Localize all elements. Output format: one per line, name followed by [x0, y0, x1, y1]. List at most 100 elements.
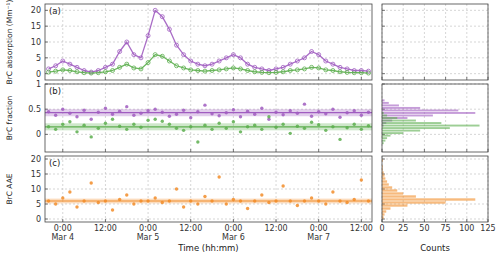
y-grid	[382, 42, 488, 43]
panel-label: (a)	[49, 6, 61, 16]
point	[203, 103, 206, 106]
x-tick	[233, 77, 234, 80]
y-grid	[45, 26, 372, 27]
x-tick	[403, 149, 404, 152]
point	[203, 124, 206, 127]
point	[189, 116, 192, 119]
point	[253, 199, 256, 202]
point	[260, 193, 263, 196]
point	[331, 107, 334, 110]
point	[289, 132, 292, 135]
x-tick	[148, 219, 149, 222]
point	[281, 113, 284, 116]
x-tick	[190, 149, 191, 152]
y-tick	[45, 26, 48, 27]
point	[125, 105, 128, 108]
x-tick	[445, 77, 446, 80]
point	[360, 178, 363, 181]
y-tick	[382, 57, 385, 58]
x-tick-label: 12:00	[350, 224, 373, 233]
hist-bar	[382, 180, 387, 182]
point	[303, 127, 306, 130]
point	[246, 207, 249, 210]
x-tick-label: 50	[419, 224, 429, 233]
plot-frame	[45, 156, 372, 222]
point	[367, 199, 370, 202]
x-grid	[62, 4, 63, 80]
hist-bar	[382, 195, 416, 197]
plot-bg	[382, 84, 488, 152]
x-tick	[424, 219, 425, 222]
panel	[382, 4, 488, 80]
point	[210, 199, 213, 202]
point	[118, 198, 121, 201]
point	[139, 199, 142, 202]
point	[161, 201, 164, 204]
point	[225, 127, 228, 130]
point	[246, 110, 249, 113]
y-grid	[45, 219, 372, 220]
plot-frame	[382, 84, 488, 152]
x-tick	[466, 219, 467, 222]
point	[97, 111, 100, 114]
point	[303, 102, 306, 105]
point	[47, 125, 50, 128]
y-grid	[382, 10, 488, 11]
point	[239, 199, 242, 202]
x-grid	[190, 156, 191, 222]
y-grid	[382, 174, 488, 175]
y-axis-label: BrC fraction	[5, 95, 14, 140]
point	[90, 118, 93, 121]
point	[274, 199, 277, 202]
y-tick-label: 15	[31, 170, 41, 179]
x-date-label: Mar 7	[307, 233, 330, 242]
mean-line	[45, 112, 372, 113]
std-band	[45, 199, 372, 204]
point	[82, 124, 85, 127]
y-tick-label: 0	[36, 130, 41, 139]
hist-bar	[382, 198, 475, 200]
point	[161, 111, 164, 114]
y-grid	[382, 219, 488, 220]
point	[97, 127, 100, 130]
plot-bg	[45, 4, 372, 80]
data-layer	[382, 99, 480, 144]
figure: 05101520(a)BrC absorption (Mm⁻¹)00.51(b)…	[0, 0, 500, 253]
x-tick-label: 12:00	[94, 224, 117, 233]
y-tick	[45, 10, 48, 11]
point	[182, 129, 185, 132]
y-tick	[45, 219, 48, 220]
point	[260, 106, 263, 109]
x-tick	[361, 219, 362, 222]
point	[289, 109, 292, 112]
plot-bg	[382, 4, 488, 80]
x-grid	[403, 4, 404, 80]
point	[168, 123, 171, 126]
hist-bar	[382, 115, 433, 117]
mean-line	[45, 126, 372, 127]
hist-bar	[382, 130, 420, 132]
point	[310, 196, 313, 199]
hist-bar	[382, 132, 403, 134]
plot-bg	[382, 156, 488, 222]
point	[225, 202, 228, 205]
y-tick-label: 0	[36, 215, 41, 224]
point	[189, 199, 192, 202]
hist-bar	[382, 109, 458, 111]
x-tick	[190, 219, 191, 222]
point	[90, 135, 93, 138]
point	[260, 128, 263, 131]
x-tick-label: 100	[459, 224, 474, 233]
hist-bar	[382, 107, 420, 109]
point	[296, 125, 299, 128]
y-tick	[45, 134, 48, 135]
point	[68, 190, 71, 193]
x-tick	[105, 219, 106, 222]
x-tick	[62, 77, 63, 80]
std-band	[45, 123, 372, 130]
y-tick	[45, 174, 48, 175]
point	[61, 123, 64, 126]
hist-bar	[382, 210, 386, 212]
panel: 05101520(a)BrC absorption (Mm⁻¹)	[5, 0, 372, 84]
point	[82, 108, 85, 111]
